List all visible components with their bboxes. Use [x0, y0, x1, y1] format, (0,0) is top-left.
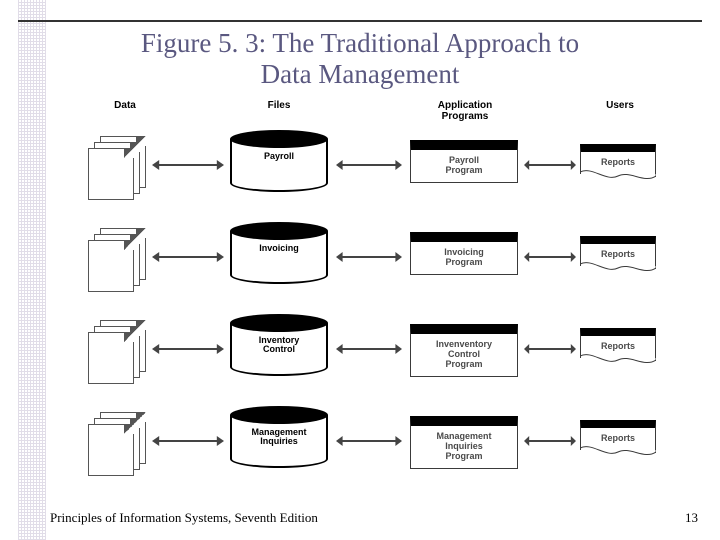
double-arrow-icon	[152, 250, 224, 264]
report-shape: Reports	[580, 236, 656, 272]
file-label: Invoicing	[230, 244, 328, 253]
double-arrow-icon	[524, 250, 576, 264]
program-box: PayrollProgram	[410, 140, 518, 183]
title-line-1: Figure 5. 3: The Traditional Approach to	[141, 28, 579, 58]
program-box: InvoicingProgram	[410, 232, 518, 275]
col-header-programs-l1: Application	[438, 100, 492, 111]
col-header-data: Data	[80, 100, 170, 111]
double-arrow-icon	[152, 158, 224, 172]
double-arrow-icon	[152, 342, 224, 356]
file-cylinder: Invoicing	[230, 222, 328, 284]
footer-page-number: 13	[685, 510, 698, 526]
file-label: Payroll	[230, 152, 328, 161]
col-header-programs-l2: Programs	[442, 111, 489, 122]
data-pages-icon	[88, 228, 146, 290]
double-arrow-icon	[524, 434, 576, 448]
report-shape: Reports	[580, 328, 656, 364]
data-pages-icon	[88, 412, 146, 474]
col-header-programs: Application Programs	[420, 100, 510, 122]
file-label: InventoryControl	[230, 336, 328, 355]
double-arrow-icon	[336, 342, 402, 356]
diagram-area: Data Files Application Programs Users Pa…	[80, 100, 670, 500]
file-cylinder: Payroll	[230, 130, 328, 192]
file-label: ManagementInquiries	[230, 428, 328, 447]
report-shape: Reports	[580, 420, 656, 456]
double-arrow-icon	[336, 158, 402, 172]
data-pages-icon	[88, 136, 146, 198]
double-arrow-icon	[524, 158, 576, 172]
double-arrow-icon	[152, 434, 224, 448]
file-cylinder: InventoryControl	[230, 314, 328, 376]
report-shape: Reports	[580, 144, 656, 180]
data-pages-icon	[88, 320, 146, 382]
col-header-users: Users	[575, 100, 665, 111]
double-arrow-icon	[336, 250, 402, 264]
title-line-2: Data Management	[261, 59, 460, 89]
diagram-row: Payroll PayrollProgram Reports	[80, 124, 670, 210]
top-horizontal-rule	[18, 20, 702, 22]
page-title: Figure 5. 3: The Traditional Approach to…	[0, 28, 720, 90]
diagram-row: ManagementInquiries ManagementInquiriesP…	[80, 400, 670, 486]
diagram-row: Invoicing InvoicingProgram Reports	[80, 216, 670, 302]
footer-text: Principles of Information Systems, Seven…	[50, 510, 318, 526]
program-box: InvenventoryControlProgram	[410, 324, 518, 377]
col-header-files: Files	[234, 100, 324, 111]
diagram-row: InventoryControl InvenventoryControlProg…	[80, 308, 670, 394]
double-arrow-icon	[524, 342, 576, 356]
program-box: ManagementInquiriesProgram	[410, 416, 518, 469]
file-cylinder: ManagementInquiries	[230, 406, 328, 468]
double-arrow-icon	[336, 434, 402, 448]
